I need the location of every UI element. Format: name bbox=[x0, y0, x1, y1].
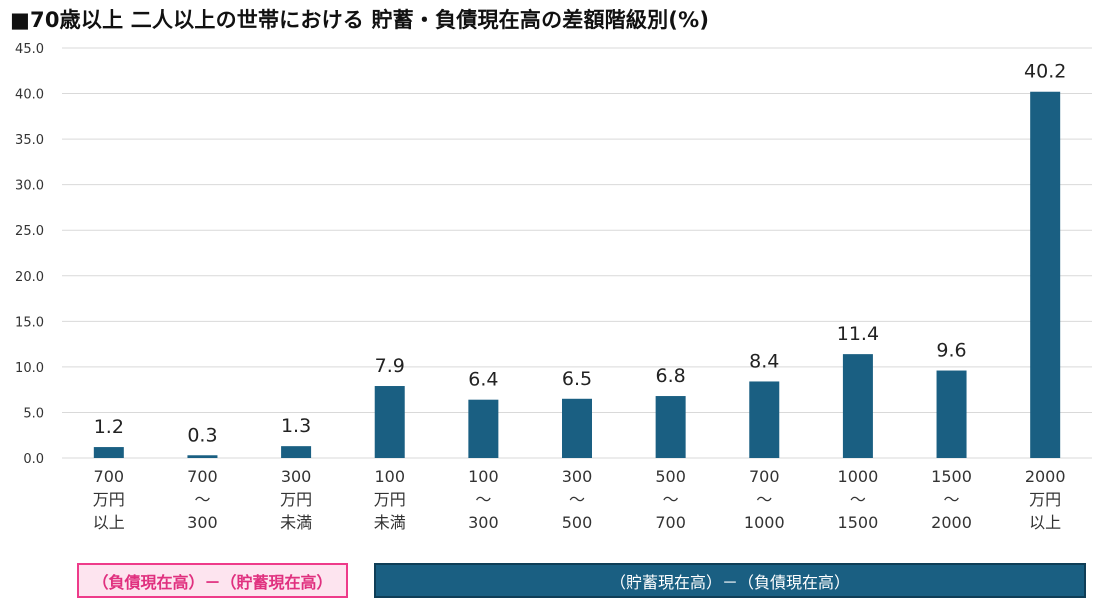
category-label: ～ bbox=[756, 490, 772, 509]
value-label: 6.8 bbox=[656, 365, 686, 387]
value-label: 9.6 bbox=[936, 340, 966, 362]
category-label: 700 bbox=[655, 513, 686, 532]
bar bbox=[187, 455, 218, 458]
category-label: 300 bbox=[468, 513, 499, 532]
y-tick-label: 20.0 bbox=[15, 270, 44, 285]
y-tick-label: 15.0 bbox=[15, 315, 44, 330]
category-label: 100 bbox=[374, 467, 405, 486]
category-label: 2000 bbox=[931, 513, 972, 532]
category-label: 500 bbox=[562, 513, 593, 532]
category-label: 300 bbox=[281, 467, 312, 486]
category-label: ～ bbox=[569, 490, 585, 509]
category-label: 700 bbox=[187, 467, 218, 486]
y-tick-label: 0.0 bbox=[23, 452, 44, 467]
category-label: ～ bbox=[850, 490, 866, 509]
value-label: 1.2 bbox=[94, 416, 124, 438]
value-label: 8.4 bbox=[749, 350, 779, 372]
bar bbox=[281, 446, 312, 458]
y-tick-label: 35.0 bbox=[15, 133, 44, 148]
value-label: 6.5 bbox=[562, 368, 592, 390]
y-tick-label: 10.0 bbox=[15, 361, 44, 376]
chart-title: ■70歳以上 二人以上の世帯における 貯蓄・負債現在高の差額階級別(%) bbox=[10, 8, 710, 32]
y-tick-label: 45.0 bbox=[15, 42, 44, 57]
category-label: 1000 bbox=[744, 513, 785, 532]
value-label: 7.9 bbox=[375, 355, 405, 377]
bar bbox=[468, 399, 499, 458]
value-label: 1.3 bbox=[281, 415, 311, 437]
category-label: 以上 bbox=[93, 513, 125, 532]
bar bbox=[374, 386, 405, 458]
category-label: 万円 bbox=[280, 490, 312, 509]
category-label: 万円 bbox=[374, 490, 406, 509]
y-tick-label: 40.0 bbox=[15, 88, 44, 103]
category-label: ～ bbox=[475, 490, 491, 509]
bar bbox=[562, 398, 592, 458]
value-label: 0.3 bbox=[187, 424, 217, 446]
bar bbox=[842, 354, 873, 458]
category-label: 以上 bbox=[1029, 513, 1061, 532]
value-labels: 1.2 0.3 1.3 7.9 6.4 6.5 6.8 8.4 11.4 9.6 40.2 bbox=[94, 61, 1067, 447]
y-tick-label: 5.0 bbox=[23, 406, 44, 421]
y-tick-label: 25.0 bbox=[15, 224, 44, 239]
bar bbox=[93, 447, 124, 458]
category-label: 300 bbox=[187, 513, 218, 532]
bar bbox=[749, 381, 780, 458]
value-label: 6.4 bbox=[468, 369, 498, 391]
category-label: 1500 bbox=[931, 467, 972, 486]
bars bbox=[93, 91, 1061, 458]
category-label: 万円 bbox=[93, 490, 125, 509]
category-label: 2000 bbox=[1025, 467, 1066, 486]
category-label: ～ bbox=[944, 490, 960, 509]
y-tick-label: 30.0 bbox=[15, 179, 44, 194]
category-label: 500 bbox=[655, 467, 686, 486]
category-label: 1000 bbox=[838, 467, 879, 486]
value-label: 40.2 bbox=[1024, 61, 1066, 83]
category-label: ～ bbox=[663, 490, 679, 509]
category-label: 100 bbox=[468, 467, 499, 486]
category-label: ～ bbox=[194, 490, 210, 509]
category-label: 700 bbox=[749, 467, 780, 486]
category-label: 700 bbox=[94, 467, 125, 486]
category-label: 1500 bbox=[838, 513, 879, 532]
group-label-positive: （貯蓄現在高）－（負債現在高） bbox=[374, 563, 1086, 598]
bar bbox=[655, 396, 686, 458]
y-axis-ticks: 0.0 5.0 10.0 15.0 20.0 25.0 30.0 35.0 40.0 45.0 bbox=[15, 42, 44, 467]
category-label: 未満 bbox=[280, 513, 312, 532]
bar bbox=[1030, 91, 1061, 458]
bar-chart: 0.0 5.0 10.0 15.0 20.0 25.0 30.0 35.0 40.0 45.0 1… bbox=[15, 42, 1092, 532]
group-label-negative: （負債現在高）－（貯蓄現在高） bbox=[77, 563, 348, 598]
value-label: 11.4 bbox=[837, 323, 879, 345]
category-label: 300 bbox=[562, 467, 593, 486]
category-label: 未満 bbox=[374, 513, 406, 532]
bar bbox=[936, 370, 967, 458]
category-label: 万円 bbox=[1029, 490, 1061, 509]
